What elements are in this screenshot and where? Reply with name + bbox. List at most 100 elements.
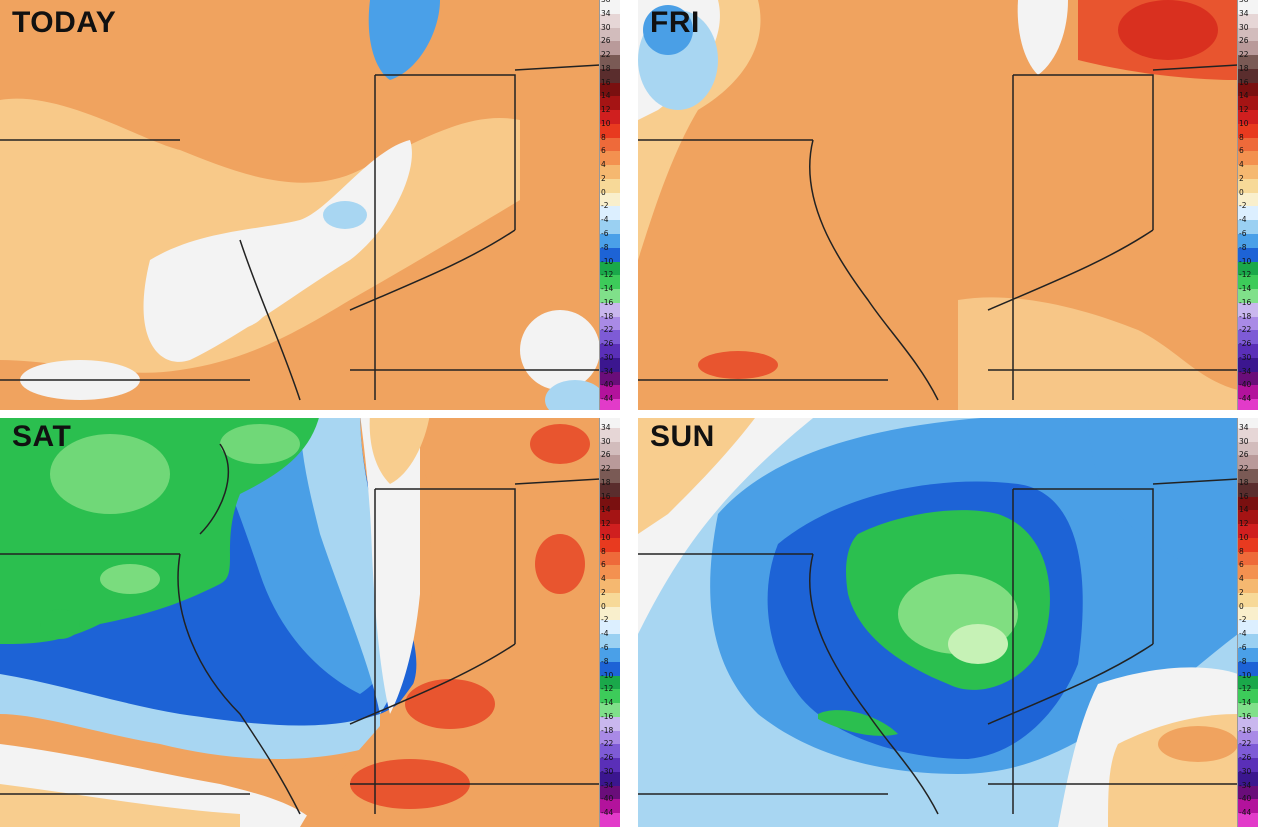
scale-label: -16 <box>601 711 614 721</box>
scale-swatch: 30 <box>1238 23 1258 42</box>
panel-title: FRI <box>650 6 700 39</box>
scale-label: -30 <box>601 352 614 362</box>
scale-swatch: -26 <box>1238 339 1258 358</box>
scale-label: 4 <box>601 160 606 170</box>
scale-swatch: 10 <box>1238 533 1258 552</box>
scale-swatch: 14 <box>1238 91 1258 111</box>
scale-swatch: 26 <box>600 36 620 56</box>
scale-swatch: -8 <box>1238 657 1258 676</box>
map-fri <box>638 0 1238 413</box>
scale-swatch: -34 <box>600 781 620 800</box>
scale-swatch: 0 <box>600 188 620 207</box>
scale-swatch: -2 <box>600 615 620 635</box>
scale-label: 10 <box>1239 118 1249 128</box>
scale-label: -40 <box>601 794 614 804</box>
scale-label: 6 <box>1239 560 1244 570</box>
scale-swatch: -40 <box>1238 380 1258 400</box>
scale-swatch: 34 <box>600 9 620 28</box>
scale-swatch: -10 <box>600 671 620 690</box>
scale-label: 14 <box>601 91 611 101</box>
scale-swatch: 22 <box>600 464 620 483</box>
scale-label: 30 <box>601 436 611 446</box>
scale-swatch: -22 <box>600 739 620 759</box>
scale-swatch: 18 <box>1238 478 1258 497</box>
scale-swatch: 18 <box>600 64 620 83</box>
scale-label: -18 <box>1239 725 1252 735</box>
map-sun <box>638 414 1238 827</box>
scale-swatch: -14 <box>600 284 620 303</box>
scale-swatch: -6 <box>600 643 620 662</box>
scale-label: -12 <box>1239 270 1252 280</box>
scale-label: 8 <box>601 546 606 556</box>
scale-label: 34 <box>1239 422 1249 432</box>
scale-swatch: 2 <box>600 588 620 607</box>
scale-label: 6 <box>1239 146 1244 156</box>
scale-swatch: 14 <box>1238 505 1258 525</box>
scale-swatch: -4 <box>1238 629 1258 649</box>
scale-label: 22 <box>601 50 611 60</box>
scale-swatch: -10 <box>1238 257 1258 276</box>
scale-swatch: -44 <box>600 394 620 413</box>
scale-label: -16 <box>601 297 614 307</box>
scale-label: 2 <box>601 587 606 597</box>
scale-swatch: -16 <box>600 298 620 317</box>
scale-swatch: -2 <box>600 201 620 221</box>
scale-swatch: 38 <box>600 0 620 14</box>
scale-swatch: 0 <box>1238 602 1258 621</box>
scale-swatch: 16 <box>1238 492 1258 511</box>
scale-label: -14 <box>601 284 614 294</box>
scale-swatch: 14 <box>600 91 620 111</box>
scale-label: -26 <box>601 339 614 349</box>
scale-swatch: 4 <box>600 574 620 593</box>
scale-swatch: 18 <box>600 478 620 497</box>
scale-swatch: -12 <box>1238 684 1258 704</box>
map-sat <box>0 414 600 827</box>
scale-swatch: -6 <box>1238 229 1258 248</box>
scale-swatch: 34 <box>1238 9 1258 28</box>
scale-label: 8 <box>1239 546 1244 556</box>
scale-swatch: -10 <box>600 257 620 276</box>
scale-label: -26 <box>601 753 614 763</box>
scale-label: 34 <box>601 8 611 18</box>
scale-label: -12 <box>1239 684 1252 694</box>
scale-swatch: -26 <box>600 339 620 358</box>
scale-swatch: 10 <box>600 119 620 138</box>
scale-label: -6 <box>601 229 609 239</box>
scale-swatch: 8 <box>1238 547 1258 566</box>
scale-label: -14 <box>601 698 614 708</box>
scale-swatch: -4 <box>1238 215 1258 235</box>
scale-swatch: -30 <box>600 767 620 786</box>
scale-label: -10 <box>601 670 614 680</box>
scale-label: -22 <box>601 739 614 749</box>
scale-label: -8 <box>601 656 609 666</box>
scale-swatch: 2 <box>1238 174 1258 193</box>
scale-label: 12 <box>1239 519 1249 529</box>
scale-swatch: -34 <box>600 367 620 386</box>
scale-label: 0 <box>1239 187 1244 197</box>
scale-label: 12 <box>601 105 611 115</box>
scale-label: 16 <box>601 77 611 87</box>
scale-label: -34 <box>1239 366 1252 376</box>
scale-label: -8 <box>601 242 609 252</box>
scale-label: -44 <box>601 394 614 404</box>
scale-label: -18 <box>601 311 614 321</box>
scale-label: 18 <box>601 63 611 73</box>
scale-swatch: -12 <box>1238 270 1258 290</box>
scale-swatch: -8 <box>1238 243 1258 262</box>
scale-label: 22 <box>1239 464 1249 474</box>
scale-label: -26 <box>1239 753 1252 763</box>
scale-label: 14 <box>1239 505 1249 515</box>
scale-label: -10 <box>1239 670 1252 680</box>
color-scale: 3834302622181614121086420-2-4-6-8-10-12-… <box>1237 414 1258 827</box>
color-scale: 3834302622181614121086420-2-4-6-8-10-12-… <box>599 0 620 413</box>
scale-swatch: 4 <box>1238 574 1258 593</box>
scale-swatch: 8 <box>600 133 620 152</box>
scale-label: 4 <box>601 574 606 584</box>
scale-label: -44 <box>1239 808 1252 818</box>
scale-swatch: 16 <box>600 78 620 97</box>
scale-swatch: 16 <box>600 492 620 511</box>
scale-swatch: -34 <box>1238 367 1258 386</box>
panel-today: TODAY 38 34 30 26 22 18 16 14 12 10 8 6 4 2 0 -2 -4 -6 -8 -… <box>0 0 620 413</box>
scale-label: -6 <box>601 643 609 653</box>
scale-swatch: 26 <box>600 450 620 470</box>
